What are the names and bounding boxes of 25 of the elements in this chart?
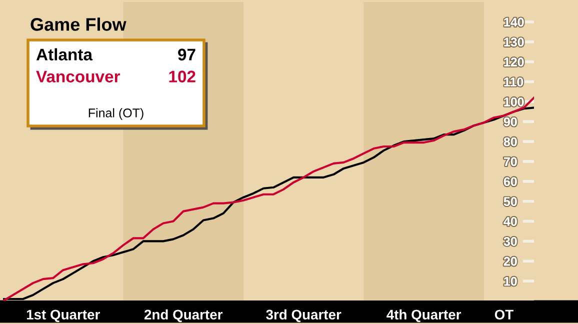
- x-tick-label: 2nd Quarter: [144, 309, 222, 322]
- y-tick-label: 60: [504, 177, 517, 186]
- y-tick-label: 130: [504, 38, 524, 47]
- text: Game Flow: [30, 18, 126, 31]
- text: Atlanta: [36, 48, 93, 60]
- y-tick-label: 90: [504, 117, 517, 126]
- x-tick-label: 1st Quarter: [26, 310, 100, 322]
- y-tick-label: 80: [504, 137, 517, 146]
- y-tick-label: 110: [504, 78, 524, 86]
- x-tick-label: 4th Quarter: [386, 309, 462, 322]
- y-tick-label: 140: [504, 18, 524, 27]
- x-tick-label: OT: [494, 310, 514, 320]
- y-tick-label: 10: [504, 276, 517, 286]
- y-tick-label: 120: [504, 58, 524, 66]
- y-tick-label: 70: [504, 157, 517, 166]
- annotation: Final (OT): [88, 108, 144, 120]
- annotation: 97: [178, 48, 196, 60]
- y-tick-label: 40: [504, 217, 517, 226]
- y-tick-label: 50: [504, 197, 517, 206]
- y-tick-label: 100: [504, 97, 524, 106]
- x-tick-label: 3rd Quarter: [266, 309, 342, 322]
- annotation: 102: [169, 70, 196, 82]
- y-tick-label: 20: [504, 256, 517, 266]
- text: Vancouver: [36, 70, 120, 82]
- y-tick-label: 30: [504, 237, 517, 246]
